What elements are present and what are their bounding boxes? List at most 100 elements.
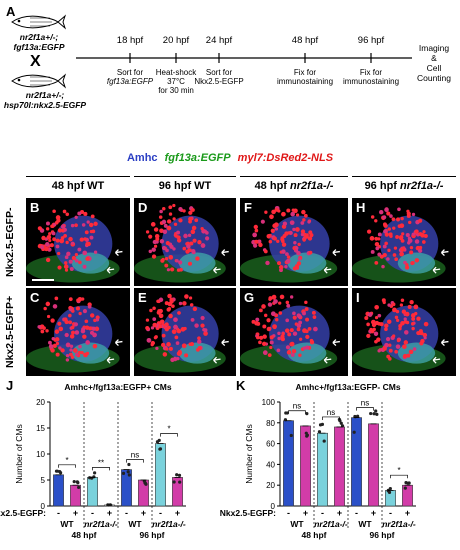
bar bbox=[317, 432, 328, 507]
bar bbox=[300, 425, 311, 507]
data-point bbox=[126, 470, 130, 474]
tp2-text3: for 30 min bbox=[158, 86, 194, 95]
category-label: + bbox=[405, 508, 410, 518]
x-row-label: Nkx2.5-EGFP: bbox=[0, 508, 46, 518]
data-point bbox=[55, 469, 59, 473]
panel-letter-c: C bbox=[30, 290, 40, 305]
category-label: + bbox=[175, 508, 180, 518]
arrow-icon bbox=[221, 249, 229, 257]
panel-letter-h: H bbox=[356, 200, 366, 215]
sig-bracket bbox=[126, 459, 144, 463]
micrograph-panel-d: D bbox=[134, 198, 236, 286]
tp3-head: 24 hpf bbox=[205, 35, 233, 46]
y-tick-label: 20 bbox=[36, 398, 45, 407]
data-point bbox=[374, 409, 378, 413]
row-label-minus: Nkx2.5-EGFP- bbox=[4, 207, 16, 277]
data-point bbox=[403, 486, 407, 490]
tp4-head: 48 hpf bbox=[291, 35, 319, 46]
bar bbox=[53, 474, 64, 507]
chart-letter: K bbox=[236, 378, 246, 393]
data-point bbox=[92, 475, 96, 479]
category-label: - bbox=[57, 508, 60, 518]
category-label: - bbox=[355, 508, 358, 518]
end-text1: Imaging bbox=[418, 43, 450, 53]
bar bbox=[87, 477, 98, 507]
legend-amhc: Amhc bbox=[126, 152, 158, 164]
stage-label: 96 hpf bbox=[369, 530, 394, 540]
chart-letter: J bbox=[6, 378, 13, 393]
bar bbox=[155, 443, 166, 507]
category-label: - bbox=[159, 508, 162, 518]
data-point bbox=[172, 480, 176, 484]
group-label: WT bbox=[128, 519, 142, 529]
sig-bracket bbox=[390, 474, 408, 479]
arrow-icon bbox=[432, 266, 441, 274]
category-label: - bbox=[125, 508, 128, 518]
arrow-icon bbox=[440, 339, 449, 347]
data-point bbox=[375, 412, 379, 416]
data-point bbox=[386, 489, 390, 493]
category-label: + bbox=[141, 508, 146, 518]
group-label: WT bbox=[358, 519, 372, 529]
category-label: - bbox=[91, 508, 94, 518]
sig-bracket bbox=[160, 433, 178, 437]
data-point bbox=[339, 421, 343, 425]
sig-bracket bbox=[58, 464, 76, 468]
bar bbox=[283, 420, 294, 507]
stage-label: 48 hpf bbox=[301, 530, 326, 540]
category-label: + bbox=[337, 508, 342, 518]
data-point bbox=[285, 411, 289, 415]
arrow-icon bbox=[332, 249, 340, 257]
category-label: + bbox=[73, 508, 78, 518]
column-header-2: 96 hpf WT bbox=[134, 176, 236, 195]
arrow-icon bbox=[106, 266, 115, 274]
category-label: - bbox=[321, 508, 324, 518]
column-header-3: 48 hpf nr2f1a-/- bbox=[240, 176, 348, 195]
y-tick-label: 20 bbox=[266, 481, 275, 490]
cross-symbol: X bbox=[30, 53, 41, 70]
data-point bbox=[175, 473, 179, 477]
category-label: - bbox=[287, 508, 290, 518]
data-point bbox=[93, 471, 97, 475]
x-row-label: Nkx2.5-EGFP: bbox=[220, 508, 276, 518]
sig-bracket bbox=[92, 467, 110, 471]
group-label: nr2f1a-/- bbox=[84, 519, 118, 529]
zebrafish-icon bbox=[11, 14, 66, 30]
tp5-text1: Fix for bbox=[359, 68, 383, 77]
data-point bbox=[388, 486, 392, 491]
arrow-icon bbox=[106, 356, 115, 364]
arrow-icon bbox=[432, 356, 441, 364]
y-tick-label: 0 bbox=[271, 502, 276, 511]
data-point bbox=[157, 438, 161, 442]
tp5-head: 96 hpf bbox=[357, 35, 385, 46]
arrow-icon bbox=[323, 356, 332, 364]
panel-a-letter: A bbox=[6, 4, 16, 19]
panel-letter-b: B bbox=[30, 200, 40, 215]
stage-label: 48 hpf bbox=[71, 530, 96, 540]
data-point bbox=[404, 481, 408, 485]
sig-label: ns bbox=[361, 399, 369, 408]
tp1-text1: Sort for bbox=[116, 68, 144, 77]
data-point bbox=[317, 430, 322, 434]
panel-letter-d: D bbox=[138, 200, 148, 215]
arrow-icon bbox=[323, 266, 332, 274]
tp4-text1: Fix for bbox=[293, 68, 317, 77]
data-point bbox=[305, 433, 309, 437]
micrograph-panel-h: H bbox=[352, 198, 456, 286]
group-label: nr2f1a-/- bbox=[152, 519, 186, 529]
sig-label: * bbox=[65, 456, 68, 465]
zebrafish-icon-2 bbox=[11, 73, 66, 89]
sig-bracket bbox=[356, 407, 374, 411]
y-tick-label: 80 bbox=[266, 419, 275, 428]
panel-letter-e: E bbox=[138, 290, 147, 305]
y-tick-label: 100 bbox=[262, 398, 276, 407]
sig-label: * bbox=[397, 466, 400, 475]
panel-letter-g: G bbox=[244, 290, 255, 305]
micrograph-panel-b: B bbox=[26, 198, 130, 286]
y-tick-label: 15 bbox=[36, 424, 45, 433]
y-tick-label: 5 bbox=[41, 476, 46, 485]
chart-title: Amhc+/fgf13a:EGFP+ CMs bbox=[64, 382, 171, 392]
data-point bbox=[158, 447, 163, 451]
data-point bbox=[372, 412, 376, 416]
y-tick-label: 0 bbox=[41, 502, 46, 511]
